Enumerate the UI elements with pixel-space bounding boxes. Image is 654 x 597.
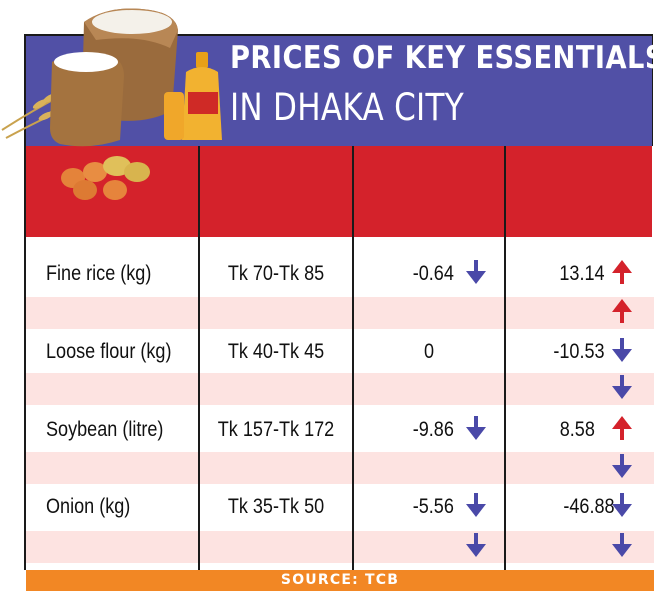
eggs-potatoes-illustration <box>61 156 150 200</box>
price-range: Tk 35-Tk 50 <box>227 495 325 518</box>
column-divider-1 <box>198 146 200 570</box>
stripe-row-2 <box>26 373 654 405</box>
soybean-oil-bottle-icon <box>164 52 222 140</box>
item-name: Fine rice (kg) <box>46 262 152 285</box>
price-range: Tk 70-Tk 85 <box>227 262 325 285</box>
change-2-value: 13.14 <box>559 262 605 285</box>
flour-sack-icon <box>50 52 124 147</box>
stripe-row-3 <box>26 452 654 484</box>
arrow-up-icon <box>612 299 632 323</box>
arrow-down-icon <box>466 493 486 517</box>
title-line-2: IN DHAKA CITY <box>230 86 464 129</box>
potato-icon <box>103 156 150 182</box>
table-header-band <box>26 146 652 237</box>
stripe-row-1 <box>26 297 654 329</box>
arrow-down-icon <box>612 493 632 517</box>
change-1-value: -0.64 <box>412 262 454 285</box>
change-2-value: -10.53 <box>553 340 605 363</box>
item-name: Onion (kg) <box>46 495 131 518</box>
arrow-down-icon <box>612 375 632 399</box>
column-divider-2 <box>352 146 354 570</box>
arrow-down-icon <box>612 338 632 362</box>
arrow-down-icon <box>466 533 486 557</box>
arrow-up-icon <box>612 260 632 284</box>
arrow-down-icon <box>612 454 632 478</box>
frame-left-rule <box>24 34 26 570</box>
title-line-1: PRICES OF KEY ESSENTIALS <box>230 40 654 76</box>
arrow-down-icon <box>466 260 486 284</box>
frame-top-rule <box>26 34 652 36</box>
item-name: Loose flour (kg) <box>46 340 172 363</box>
item-name: Soybean (litre) <box>46 418 164 441</box>
change-2-value: 8.58 <box>559 418 595 441</box>
arrow-down-icon <box>466 416 486 440</box>
price-range: Tk 40-Tk 45 <box>227 340 325 363</box>
source-band <box>26 570 654 591</box>
change-1-value: 0 <box>423 340 435 363</box>
change-2-value: -46.88 <box>563 495 615 518</box>
arrow-down-icon <box>612 533 632 557</box>
price-range: Tk 157-Tk 172 <box>217 418 335 441</box>
change-1-value: -9.86 <box>412 418 454 441</box>
frame-right-rule <box>651 34 653 146</box>
stripe-row-4 <box>26 531 654 563</box>
egg-icon <box>61 162 127 200</box>
column-divider-3 <box>504 146 506 570</box>
source-label: SOURCE: TCB <box>280 572 400 588</box>
change-1-value: -5.56 <box>412 495 454 518</box>
groceries-illustration <box>1 8 222 147</box>
arrow-up-icon <box>612 416 632 440</box>
